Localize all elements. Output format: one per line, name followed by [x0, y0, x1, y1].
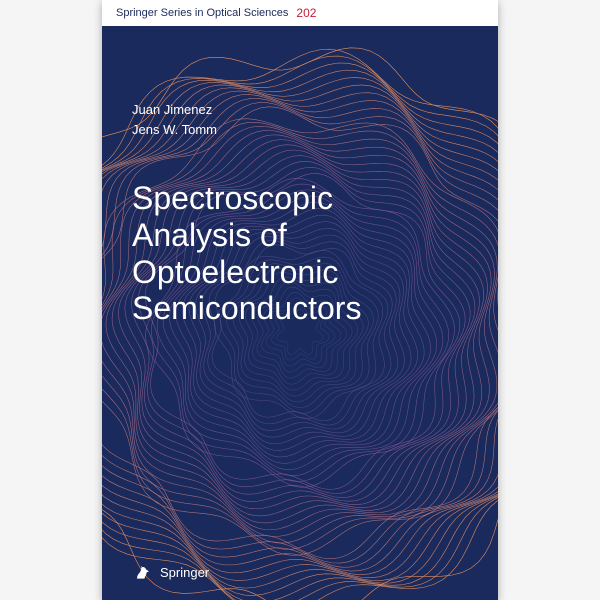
book-cover: Springer Series in Optical Sciences 202 …: [102, 0, 498, 600]
publisher-block: Springer: [132, 562, 209, 582]
author-name: Juan Jimenez: [132, 100, 217, 120]
publisher-horse-icon: [132, 562, 152, 582]
publisher-name: Springer: [160, 565, 209, 580]
series-name: Springer Series in Optical Sciences: [116, 7, 288, 19]
series-bar: Springer Series in Optical Sciences 202: [102, 0, 498, 26]
author-name: Jens W. Tomm: [132, 120, 217, 140]
series-volume: 202: [296, 6, 316, 20]
authors-block: Juan Jimenez Jens W. Tomm: [132, 100, 217, 139]
book-title: Spectroscopic Analysis of Optoelectronic…: [132, 180, 458, 327]
